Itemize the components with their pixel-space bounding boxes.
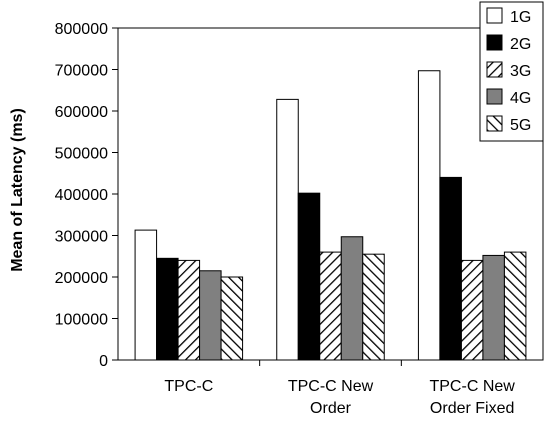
bar-3G-3	[460, 259, 484, 361]
legend-swatch-2G	[486, 34, 503, 51]
y-tick-label: 800000	[55, 21, 108, 38]
bar-4G-2	[340, 236, 364, 361]
legend-swatch-3G	[486, 61, 503, 78]
bar-5G-3	[503, 251, 527, 361]
legend-label-5G: 5G	[510, 117, 531, 134]
legend-label-1G: 1G	[510, 9, 531, 26]
legend-swatch-4G	[486, 88, 503, 105]
legend-swatch-1G	[486, 7, 503, 24]
bar-2G-2	[297, 192, 321, 361]
bar-5G-1	[220, 276, 244, 361]
bar-2G-1	[156, 257, 179, 361]
bar-1G-2	[276, 98, 299, 361]
legend-label-2G: 2G	[510, 36, 531, 53]
bar-4G-1	[199, 270, 222, 361]
y-tick-label: 600000	[55, 104, 108, 121]
legend-swatch-5G	[486, 115, 503, 132]
bar-3G-1	[177, 259, 201, 361]
y-tick-label: 0	[99, 353, 108, 370]
x-category-label: TPC-C New Order	[288, 378, 374, 417]
legend-label-4G: 4G	[510, 90, 531, 107]
x-category-label: TPC-C	[164, 378, 213, 395]
bar-3G-2	[319, 251, 342, 361]
bar-2G-3	[439, 176, 462, 361]
bar-5G-2	[362, 253, 385, 361]
bar-1G-1	[134, 229, 158, 361]
y-tick-label: 300000	[55, 229, 108, 246]
y-tick-label: 700000	[55, 63, 108, 80]
y-tick-label: 400000	[55, 187, 108, 204]
bar-4G-3	[482, 254, 505, 361]
bar-1G-3	[417, 70, 441, 361]
y-tick-label: 100000	[55, 312, 108, 329]
y-tick-label: 500000	[55, 146, 108, 163]
y-tick-label: 200000	[55, 270, 108, 287]
y-axis-title: Mean of Latency (ms)	[9, 108, 26, 272]
legend-label-3G: 3G	[510, 63, 531, 80]
x-category-label: TPC-C New Order Fixed	[429, 378, 515, 417]
